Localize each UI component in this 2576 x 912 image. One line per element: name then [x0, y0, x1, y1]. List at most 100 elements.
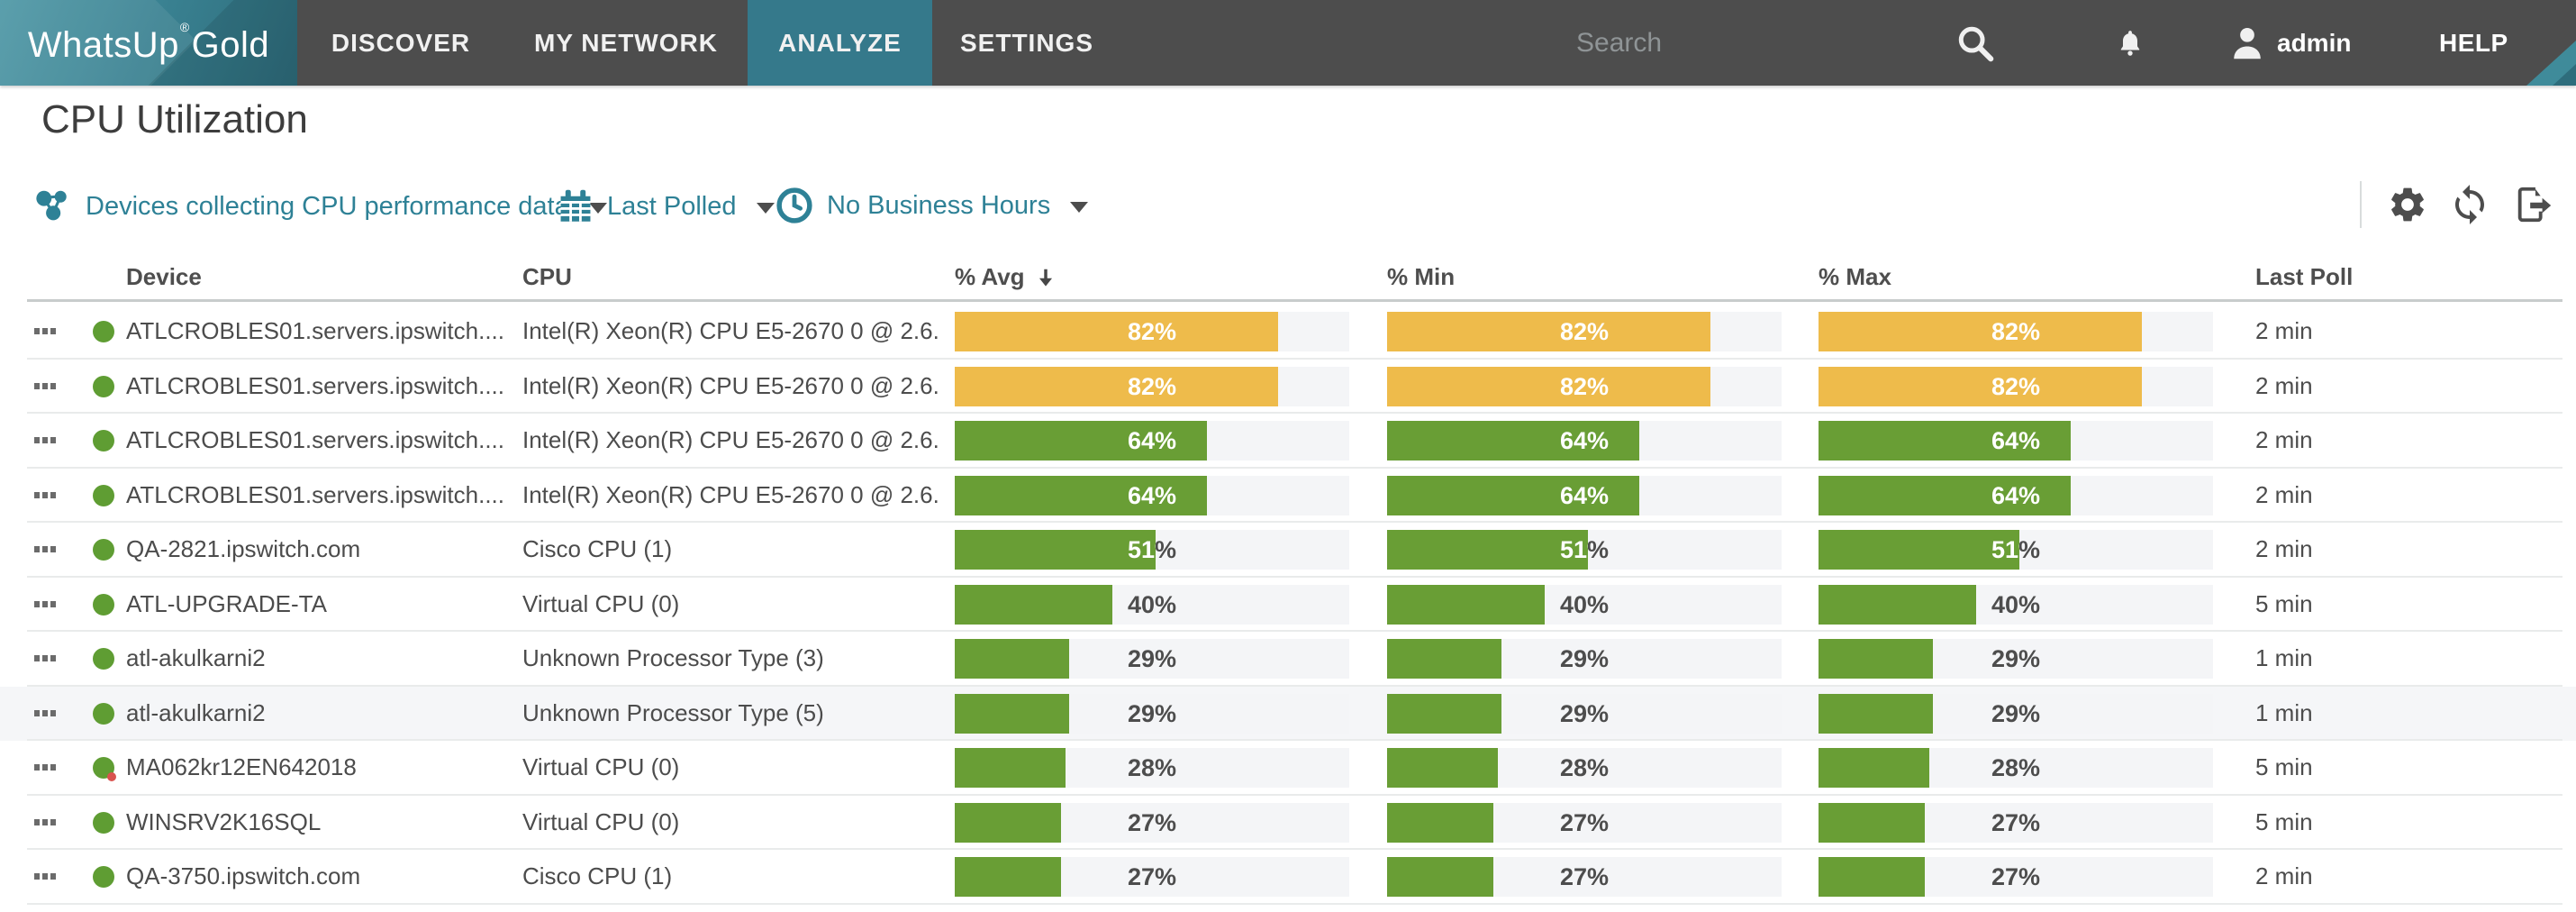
column-header-cpu[interactable]: CPU: [522, 263, 572, 290]
table-row[interactable]: atl-akulkarni2 Unknown Processor Type (3…: [0, 632, 2576, 687]
row-menu-button[interactable]: [34, 491, 56, 498]
device-name[interactable]: QA-3750.ipswitch.com: [126, 862, 361, 889]
avg-value-label: 28%: [1127, 754, 1177, 781]
chevron-down-icon: [1070, 202, 1089, 213]
device-status-up-icon: [93, 430, 114, 451]
avg-utilization-bar: 27% 27%: [955, 857, 1349, 897]
avg-utilization-bar: 64% 64%: [955, 475, 1349, 515]
column-header-last-poll[interactable]: Last Poll: [2255, 263, 2354, 290]
table-row[interactable]: MA062kr12EN642018 Virtual CPU (0) 28% 28…: [0, 741, 2576, 796]
device-name[interactable]: ATLCROBLES01.servers.ipswitch....: [126, 317, 504, 344]
max-utilization-bar: 29% 29%: [1819, 639, 2213, 679]
max-utilization-bar: 64% 64%: [1819, 475, 2213, 515]
row-menu-button[interactable]: [34, 600, 56, 607]
min-value-label: 40%: [1559, 590, 1610, 618]
device-name[interactable]: QA-2821.ipswitch.com: [126, 535, 361, 562]
tab-my-network[interactable]: MY NETWORK: [534, 28, 718, 57]
min-utilization-bar: 40% 40%: [1387, 584, 1782, 625]
avg-utilization-bar: 29% 29%: [955, 693, 1349, 734]
cpu-name: Unknown Processor Type (5): [522, 698, 824, 726]
avg-utilization-bar: 28% 28%: [955, 748, 1349, 788]
settings-gear-icon[interactable]: [2387, 184, 2428, 225]
table-row[interactable]: WINSRV2K16SQL Virtual CPU (0) 27% 27% 27…: [0, 795, 2576, 850]
nav-corner-decoration: [2553, 64, 2576, 86]
row-menu-button[interactable]: [34, 382, 56, 389]
search-icon[interactable]: [1955, 0, 1996, 86]
max-value-label: 29%: [1991, 699, 2041, 727]
device-status-up-icon: [93, 648, 114, 670]
table-row[interactable]: ATL-UPGRADE-TA Virtual CPU (0) 40% 40% 4…: [0, 577, 2576, 632]
avg-utilization-bar: 51% 51%: [955, 530, 1349, 570]
nav-right: admin HELP: [1495, 0, 2576, 86]
device-name[interactable]: atl-akulkarni2: [126, 644, 266, 671]
device-name[interactable]: MA062kr12EN642018: [126, 753, 357, 780]
avg-utilization-bar: 64% 64%: [955, 421, 1349, 461]
device-name[interactable]: atl-akulkarni2: [126, 698, 266, 726]
filter-bar: Devices collecting CPU performance data …: [0, 178, 2576, 234]
table-row[interactable]: ATLCROBLES01.servers.ipswitch.... Intel(…: [0, 305, 2576, 360]
devices-icon: [36, 190, 67, 221]
min-utilization-bar: 82% 82%: [1387, 312, 1782, 351]
primary-tabs: DISCOVER MY NETWORK ANALYZE SETTINGS: [297, 0, 1121, 86]
table-row[interactable]: ATLCROBLES01.servers.ipswitch.... Intel(…: [0, 468, 2576, 523]
device-name[interactable]: ATL-UPGRADE-TA: [126, 589, 327, 617]
row-menu-button[interactable]: [34, 709, 56, 716]
whatsup-gold-logo[interactable]: WhatsUp®Gold: [0, 0, 297, 86]
cpu-name: Cisco CPU (1): [522, 535, 673, 562]
cpu-name: Cisco CPU (1): [522, 862, 673, 889]
refresh-icon[interactable]: [2448, 183, 2491, 226]
row-menu-button[interactable]: [34, 546, 56, 552]
max-value-label: 40%: [1991, 590, 2041, 618]
search-input[interactable]: [1576, 22, 1927, 65]
tab-discover[interactable]: DISCOVER: [331, 28, 471, 57]
export-icon[interactable]: [2511, 184, 2556, 225]
tab-settings[interactable]: SETTINGS: [959, 28, 1093, 57]
device-name[interactable]: ATLCROBLES01.servers.ipswitch....: [126, 371, 504, 399]
avg-value-label: 29%: [1127, 699, 1177, 727]
table-row[interactable]: QA-2821.ipswitch.com Cisco CPU (1) 51% 5…: [0, 523, 2576, 578]
row-menu-button[interactable]: [34, 328, 56, 334]
max-utilization-bar: 28% 28%: [1819, 748, 2213, 788]
row-menu-button[interactable]: [34, 873, 56, 880]
business-hours-filter[interactable]: No Business Hours: [775, 186, 1089, 225]
cpu-name: Virtual CPU (0): [522, 807, 680, 835]
last-poll-value: 5 min: [2255, 753, 2313, 780]
date-range-filter[interactable]: Last Polled: [557, 186, 775, 227]
column-header-device[interactable]: Device: [126, 263, 202, 290]
table-row[interactable]: QA-3750.ipswitch.com Cisco CPU (1) 27% 2…: [0, 850, 2576, 905]
row-menu-button[interactable]: [34, 818, 56, 825]
device-name[interactable]: WINSRV2K16SQL: [126, 807, 322, 835]
row-menu-button[interactable]: [34, 655, 56, 661]
min-utilization-bar: 82% 82%: [1387, 366, 1782, 406]
cpu-name: Unknown Processor Type (3): [522, 644, 824, 671]
column-header-max[interactable]: % Max: [1819, 263, 1891, 290]
filter-label: Devices collecting CPU performance data: [86, 191, 569, 221]
min-utilization-bar: 64% 64%: [1387, 475, 1782, 515]
tab-analyze[interactable]: ANALYZE: [748, 0, 932, 86]
help-link[interactable]: HELP: [2439, 28, 2508, 57]
device-name[interactable]: ATLCROBLES01.servers.ipswitch....: [126, 480, 504, 508]
row-menu-button[interactable]: [34, 764, 56, 771]
calendar-icon: [560, 189, 591, 222]
device-name[interactable]: ATLCROBLES01.servers.ipswitch....: [126, 426, 504, 453]
min-value-label: 27%: [1559, 863, 1610, 890]
device-group-filter[interactable]: Devices collecting CPU performance data: [32, 186, 607, 227]
table-row[interactable]: ATLCROBLES01.servers.ipswitch.... Intel(…: [0, 359, 2576, 414]
cpu-name: Intel(R) Xeon(R) CPU E5-2670 0 @ 2.6...: [522, 317, 941, 344]
notifications-bell-icon[interactable]: [2115, 0, 2145, 86]
page-title: CPU Utilization: [41, 97, 308, 141]
filter-label: No Business Hours: [827, 190, 1051, 220]
min-utilization-bar: 29% 29%: [1387, 639, 1782, 679]
column-header-avg[interactable]: % Avg: [955, 263, 1057, 291]
table-row[interactable]: atl-akulkarni2 Unknown Processor Type (5…: [0, 686, 2576, 741]
user-menu[interactable]: admin: [2227, 0, 2351, 86]
min-utilization-bar: 29% 29%: [1387, 693, 1782, 734]
table-body: ATLCROBLES01.servers.ipswitch.... Intel(…: [0, 305, 2576, 905]
table-row[interactable]: ATLCROBLES01.servers.ipswitch.... Intel(…: [0, 414, 2576, 469]
row-menu-button[interactable]: [34, 437, 56, 443]
device-status-up-icon: [93, 866, 114, 888]
last-poll-value: 2 min: [2255, 862, 2313, 889]
column-header-min[interactable]: % Min: [1387, 263, 1456, 290]
max-utilization-bar: 40% 40%: [1819, 584, 2213, 625]
cpu-name: Virtual CPU (0): [522, 753, 680, 780]
